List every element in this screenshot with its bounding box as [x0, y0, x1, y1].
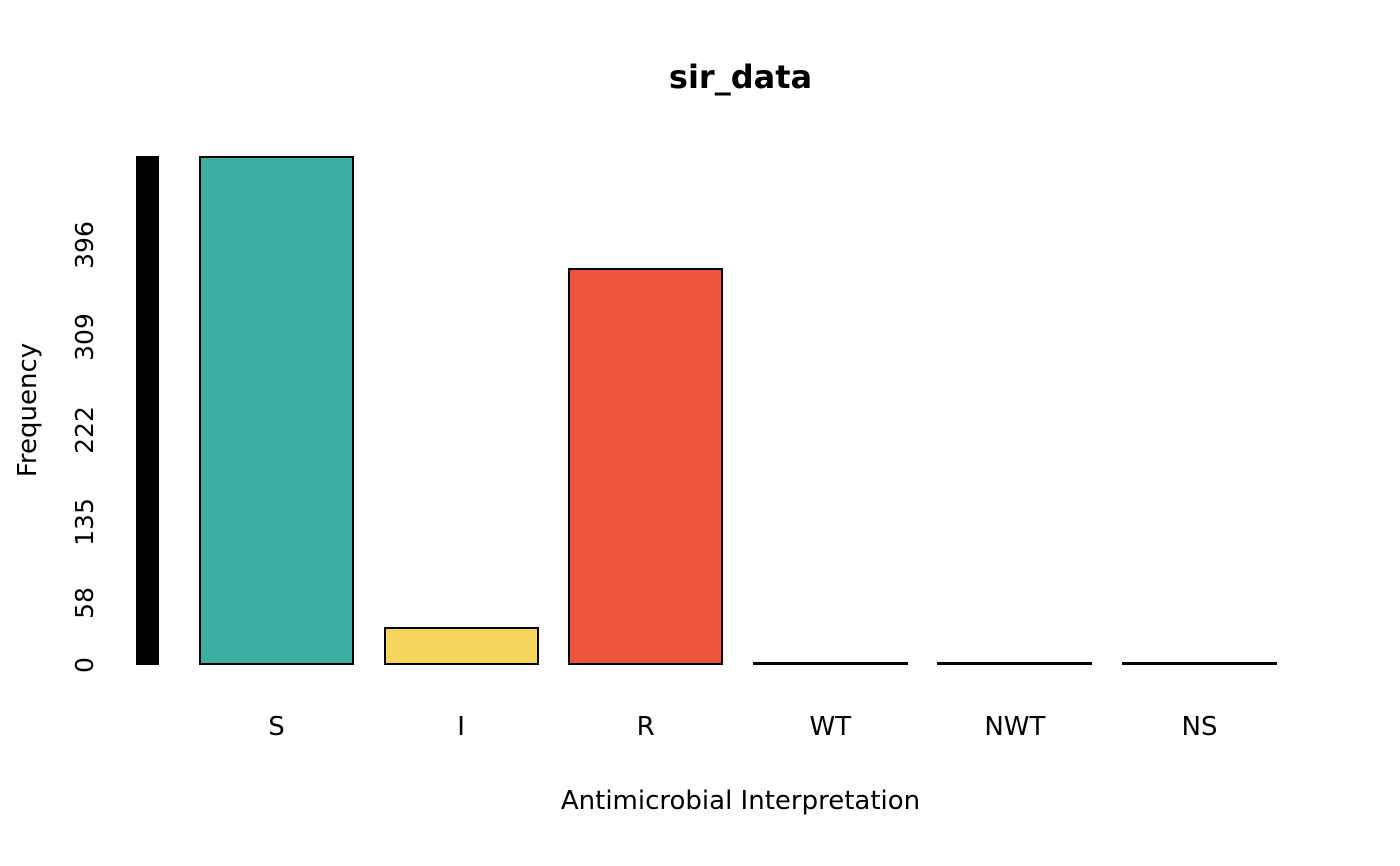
chart-title: sir_data: [668, 58, 813, 96]
y-tick-label: 135: [69, 497, 99, 546]
x-tick-label-r: R: [636, 712, 655, 742]
y-tick-label: 309: [69, 313, 99, 362]
bar-i: [383, 626, 539, 665]
bar-wt-zero: [752, 662, 908, 665]
x-tick-label-nwt: NWT: [984, 712, 1046, 742]
x-tick-label-i: I: [457, 712, 465, 742]
y-tick-label: 222: [69, 405, 99, 454]
bar-nwt-zero: [937, 662, 1093, 665]
x-axis-title: Antimicrobial Interpretation: [560, 786, 921, 816]
y-axis-marker-bar: [136, 156, 159, 665]
x-tick-label-s: S: [268, 712, 285, 742]
bar-s: [199, 156, 354, 665]
bar-r: [568, 268, 724, 665]
y-tick-label: 58: [69, 587, 99, 620]
x-tick-label-ns: NS: [1181, 712, 1218, 742]
y-axis-title-text: Frequency: [13, 342, 43, 478]
y-tick-label: 396: [69, 221, 99, 269]
bar-ns-zero: [1122, 662, 1277, 665]
y-tick-label: 0: [69, 657, 99, 673]
x-tick-label-wt: WT: [809, 712, 852, 742]
